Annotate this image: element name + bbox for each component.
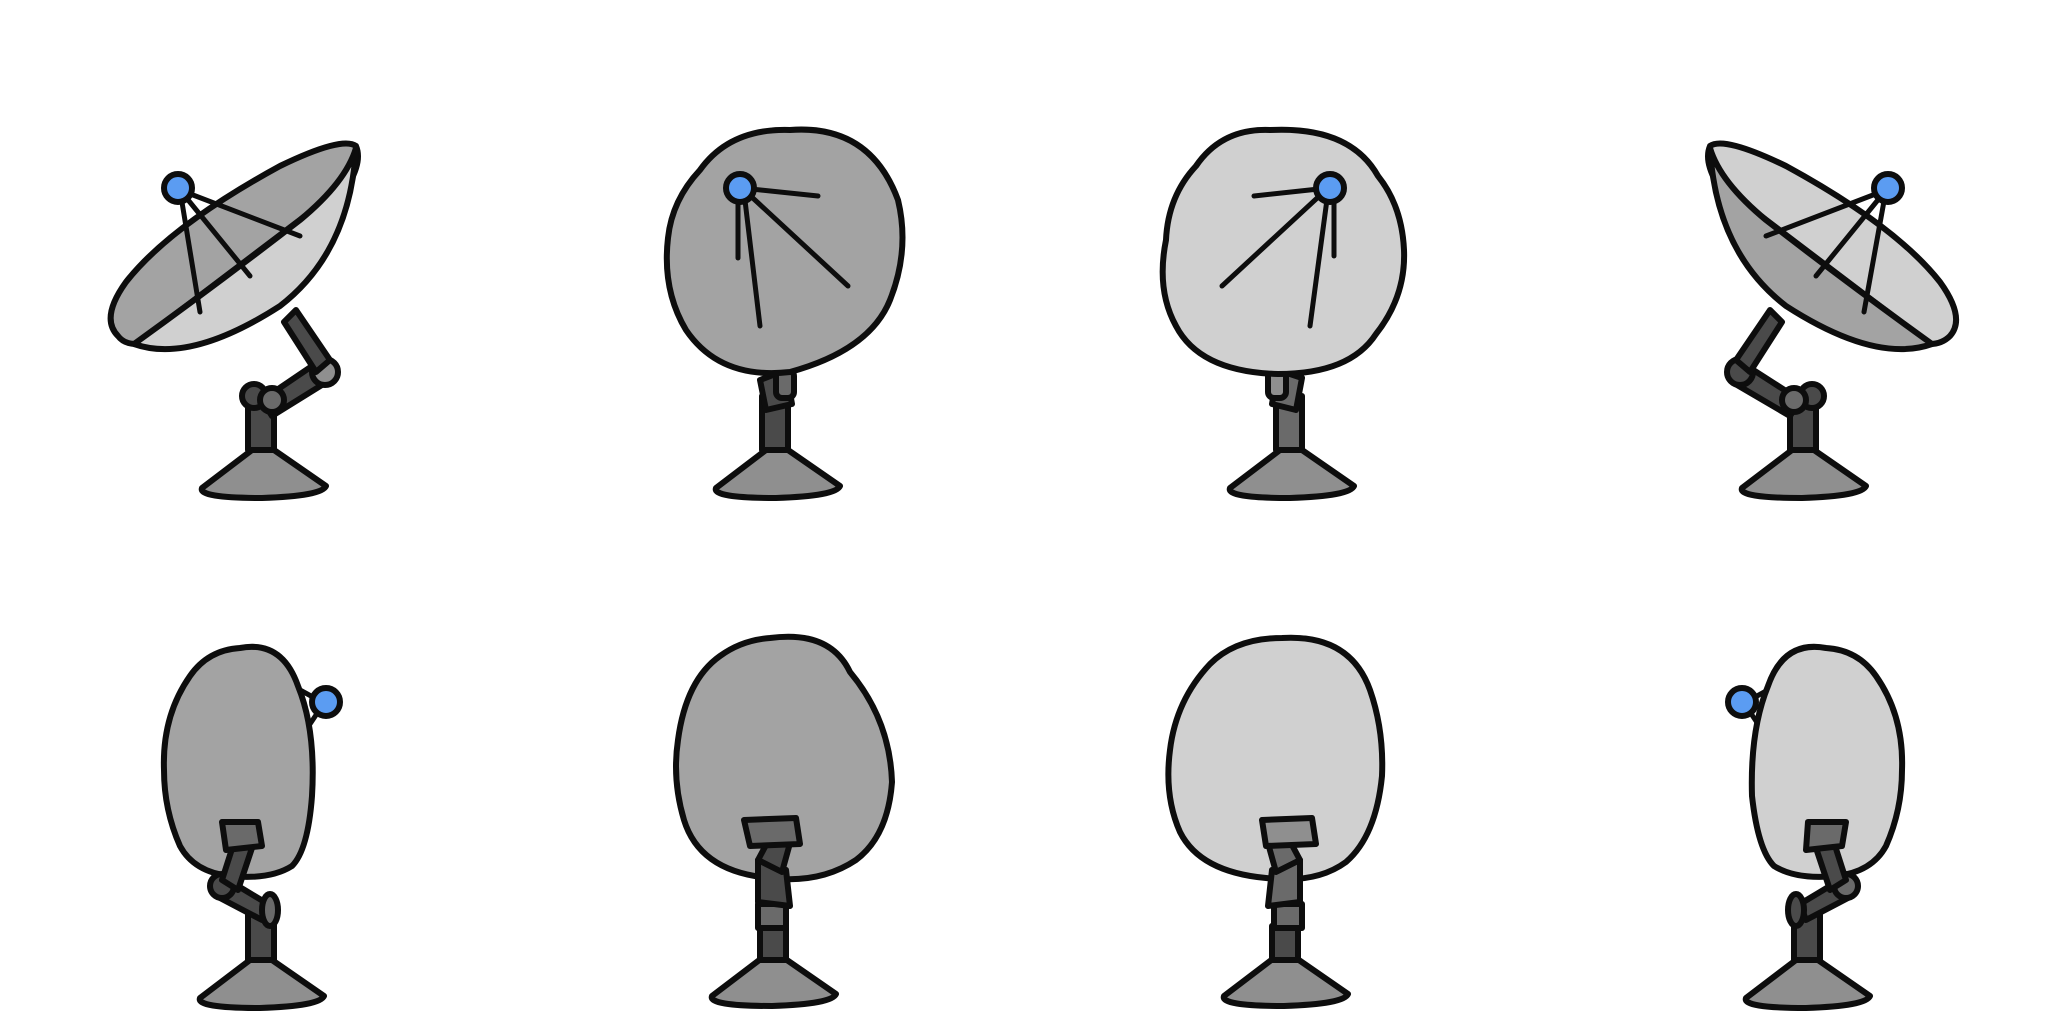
dish-base bbox=[202, 450, 326, 498]
satellite-dish-frame-3 bbox=[1159, 126, 1408, 498]
satellite-dish-frame-8 bbox=[1725, 643, 1906, 1008]
dish-arm bbox=[1259, 815, 1319, 963]
dish-base bbox=[1742, 450, 1866, 498]
dish-arm bbox=[207, 819, 281, 963]
feed-horn-icon bbox=[309, 685, 343, 719]
feed-horn-icon bbox=[1725, 685, 1759, 719]
dish-arm bbox=[239, 307, 341, 453]
feed-horn-icon bbox=[1871, 171, 1905, 205]
dish-base bbox=[200, 960, 324, 1008]
satellite-dish-frame-6 bbox=[673, 633, 895, 1006]
satellite-dish-frame-5 bbox=[160, 643, 343, 1008]
dish-base bbox=[1746, 960, 1870, 1008]
dish-bowl bbox=[663, 126, 906, 377]
dish-base bbox=[716, 450, 840, 498]
dish-arm bbox=[757, 367, 797, 453]
dish-arm bbox=[1724, 307, 1827, 453]
feed-horn-icon bbox=[723, 171, 757, 205]
satellite-dish-frame-4 bbox=[1705, 140, 1960, 499]
feed-horn-icon bbox=[1313, 171, 1347, 205]
satellite-dish-frame-7 bbox=[1165, 634, 1386, 1006]
satellite-dish-frame-2 bbox=[663, 126, 906, 498]
dish-bowl bbox=[107, 140, 361, 353]
feed-horn-icon bbox=[161, 171, 195, 205]
dish-bowl bbox=[1159, 126, 1408, 377]
satellite-dish-frame-1 bbox=[107, 140, 361, 499]
feed-struts bbox=[177, 187, 303, 315]
dish-base bbox=[712, 958, 836, 1006]
feed-struts bbox=[1763, 187, 1889, 315]
dish-bowl bbox=[1705, 140, 1960, 353]
dish-base bbox=[1224, 958, 1348, 1006]
dish-base bbox=[1230, 450, 1354, 498]
dish-arm bbox=[1785, 819, 1861, 963]
dish-bowl bbox=[1165, 634, 1386, 883]
dish-arm bbox=[741, 815, 803, 963]
dish-arm bbox=[1265, 367, 1305, 453]
